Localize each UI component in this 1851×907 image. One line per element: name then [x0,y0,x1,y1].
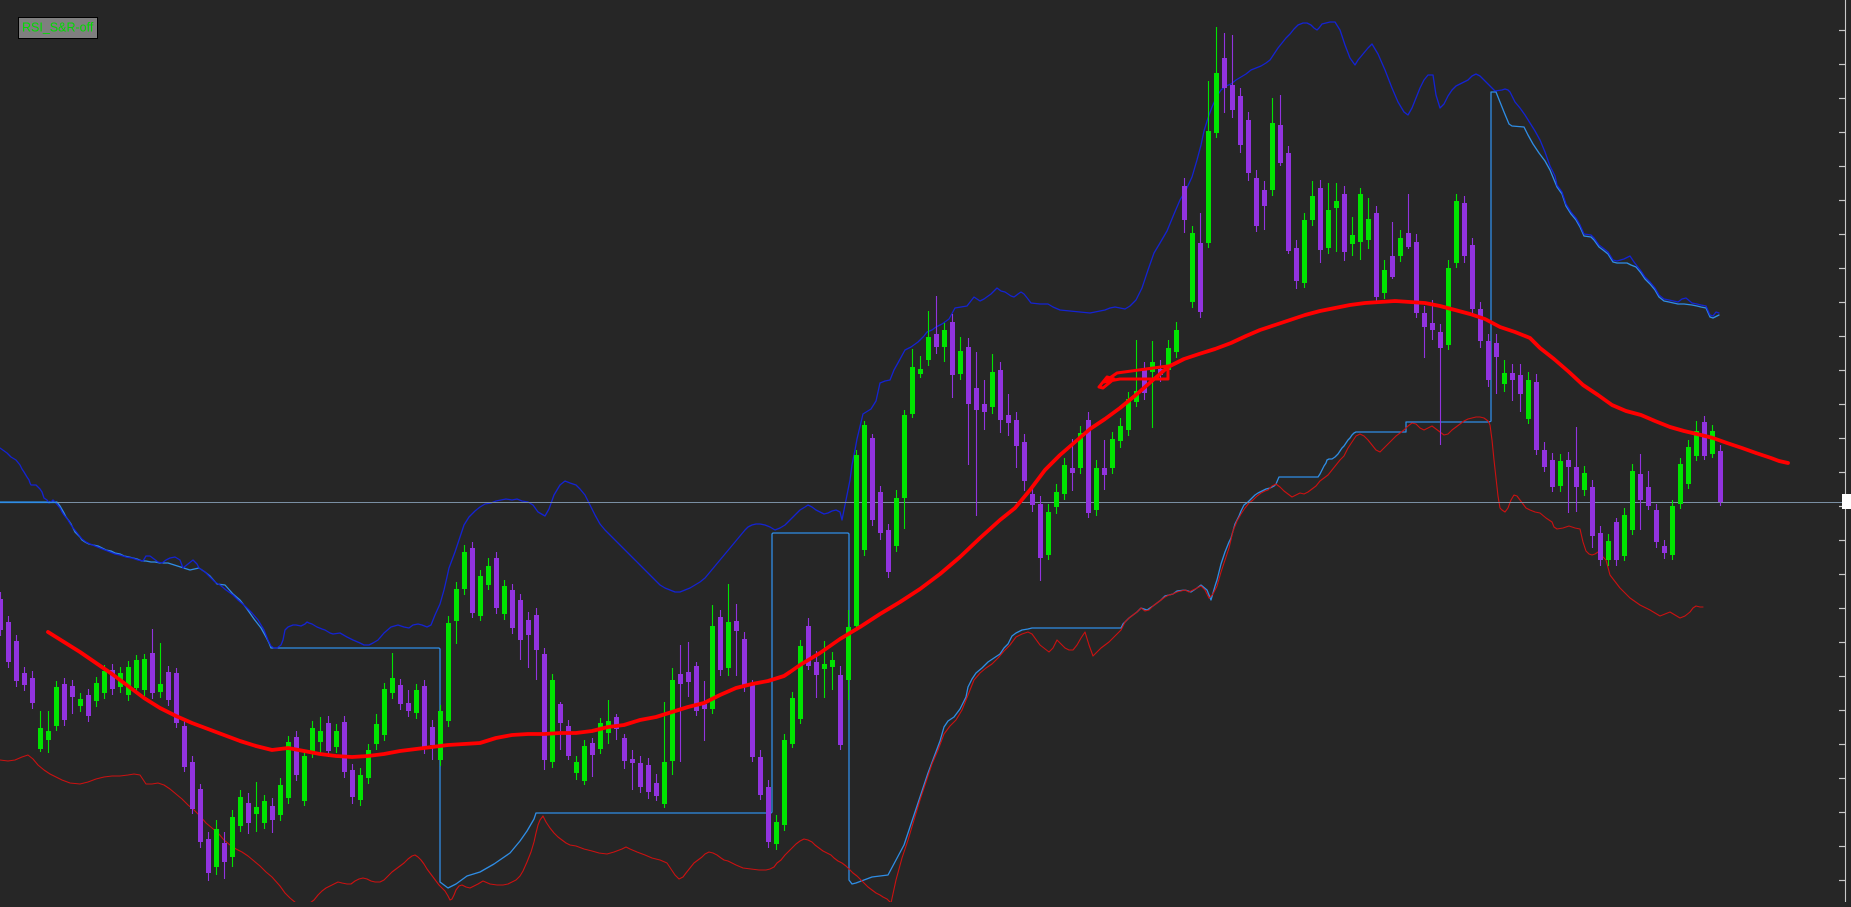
svg-text:RSI_S&R-off: RSI_S&R-off [22,21,94,35]
